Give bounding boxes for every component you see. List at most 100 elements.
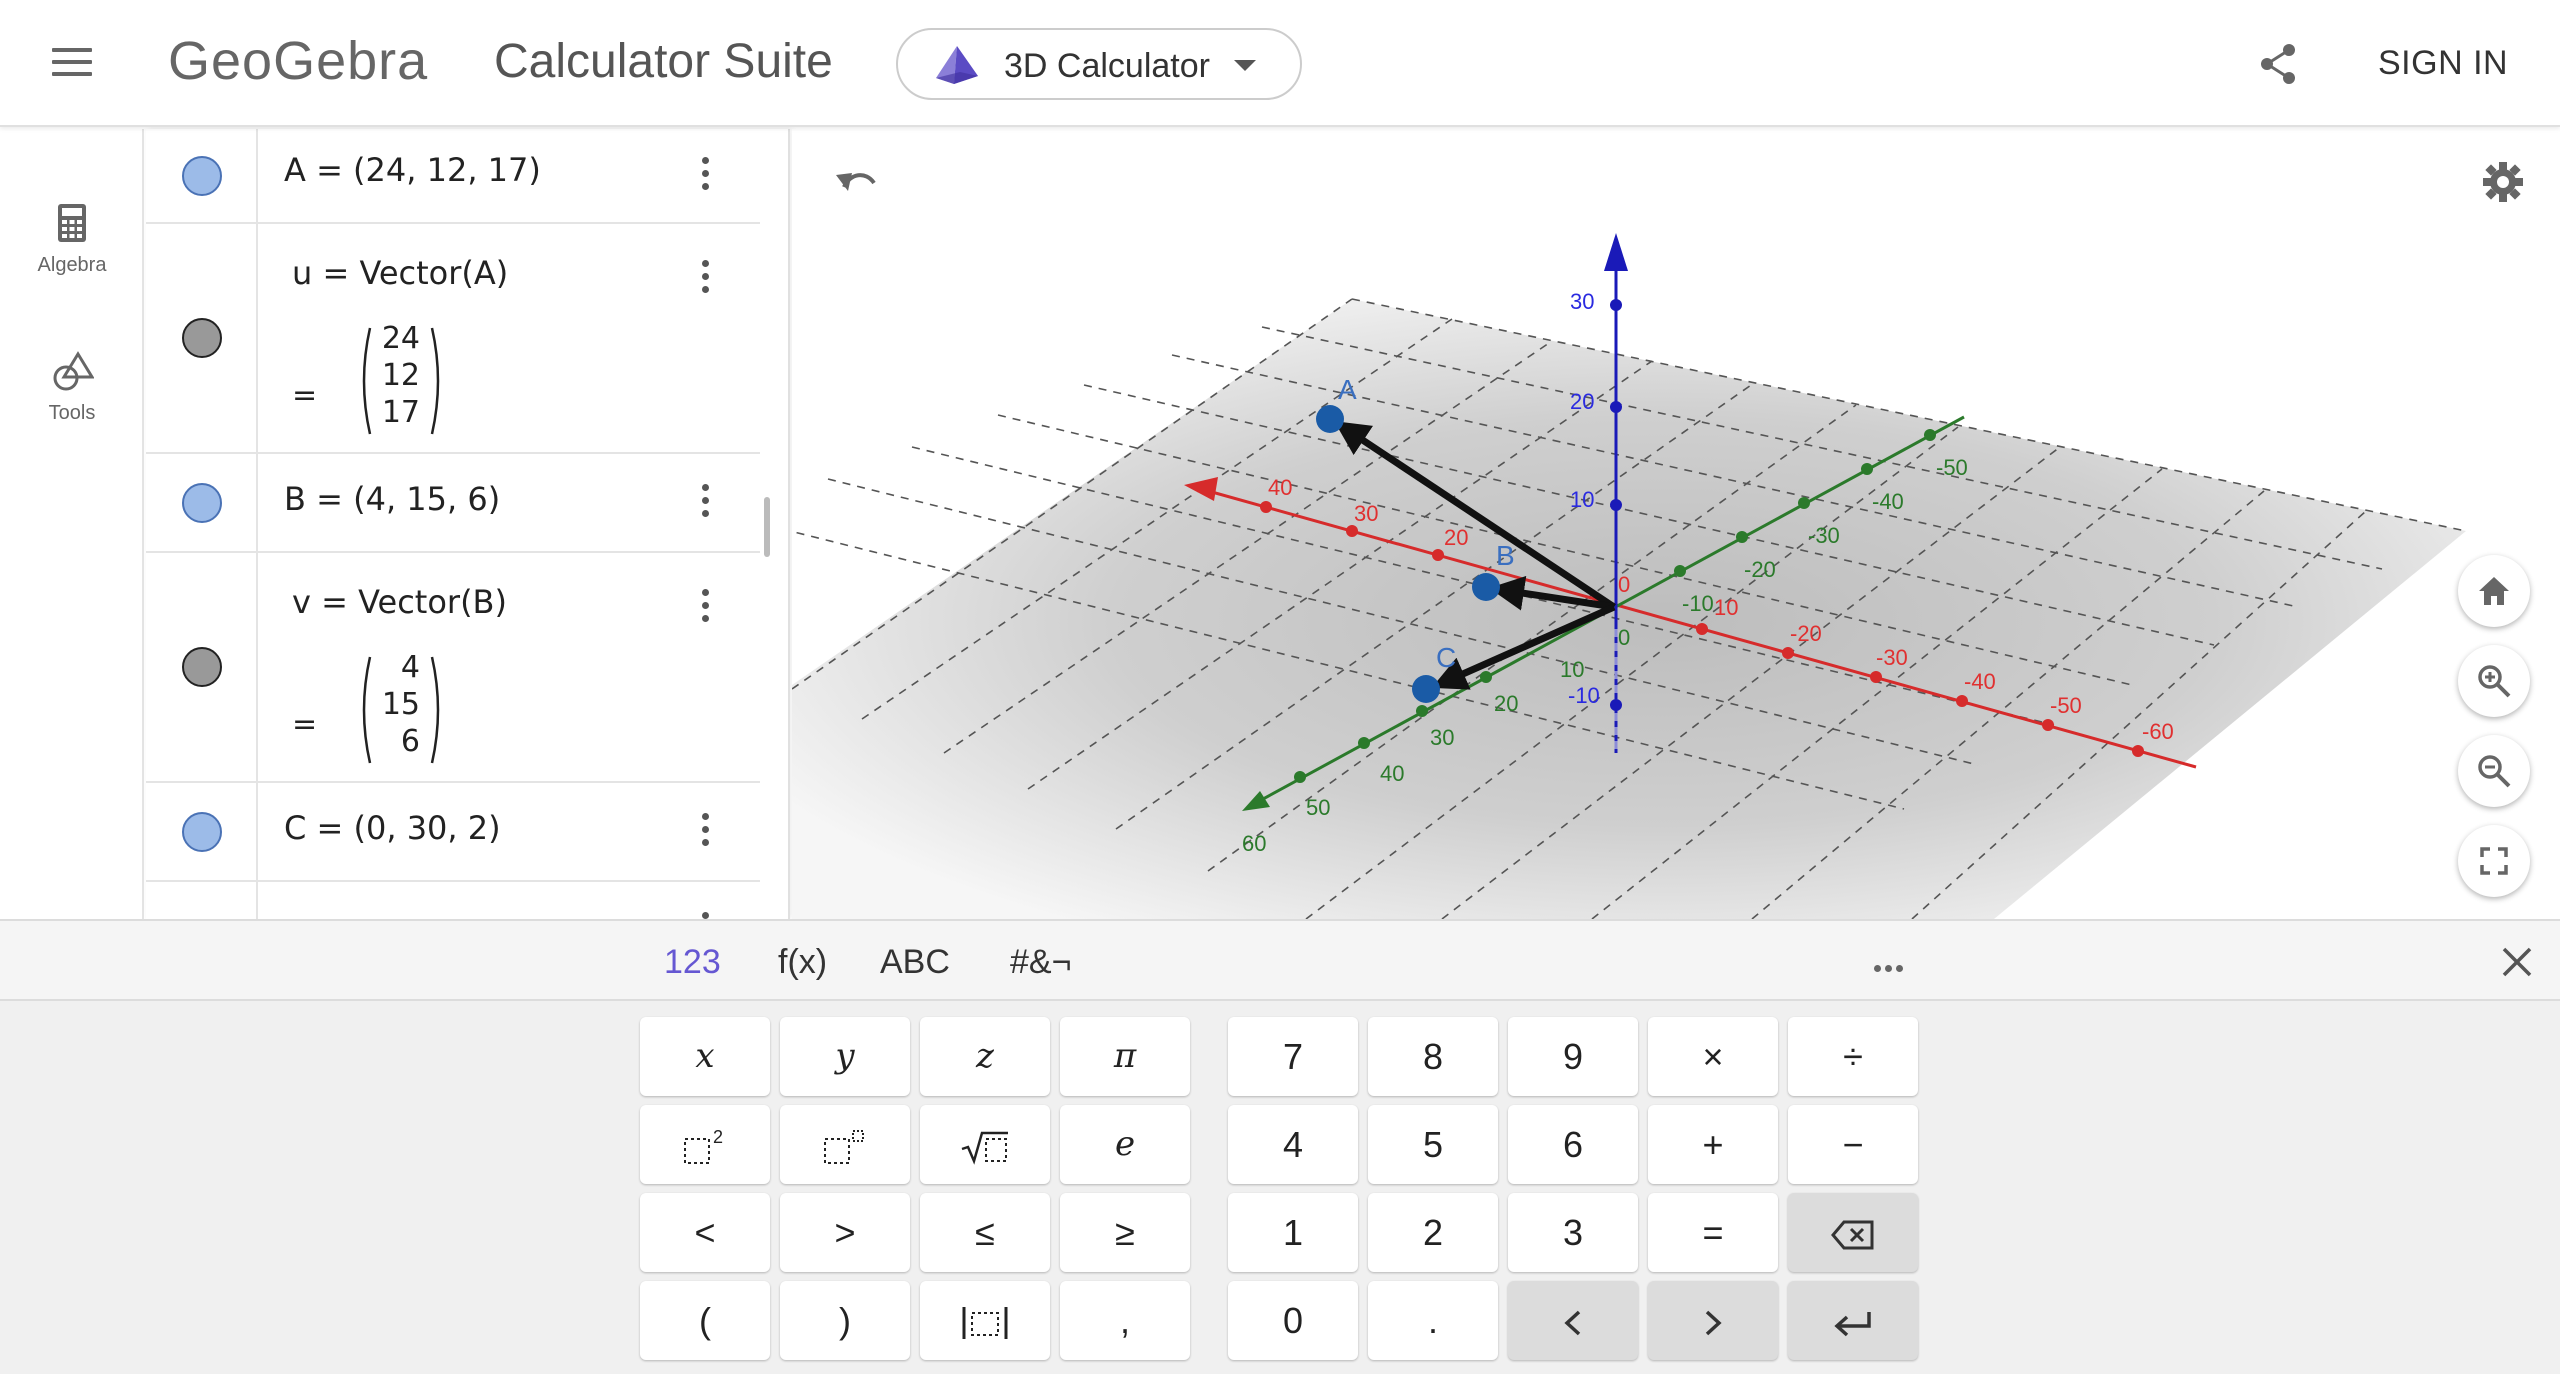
zoom-out-button[interactable] (2458, 735, 2530, 807)
svg-text:20: 20 (1494, 691, 1518, 716)
zoom-in-button[interactable] (2458, 645, 2530, 717)
more-options-icon[interactable] (702, 260, 714, 299)
key-equals[interactable]: = (1648, 1193, 1778, 1272)
key-abs[interactable] (920, 1281, 1050, 1360)
key-squared[interactable]: 2 (640, 1105, 770, 1184)
visibility-toggle-u[interactable] (182, 318, 222, 358)
menu-icon[interactable] (52, 48, 92, 80)
point-a[interactable] (1316, 405, 1344, 433)
sign-in-button[interactable]: SIGN IN (2378, 44, 2509, 82)
tab-abc[interactable]: ABC (880, 943, 950, 981)
undo-icon[interactable] (832, 165, 878, 195)
key-7[interactable]: 7 (1228, 1017, 1358, 1096)
key-6[interactable]: 6 (1508, 1105, 1638, 1184)
key-less-equal[interactable]: ≤ (920, 1193, 1050, 1272)
key-sqrt[interactable] (920, 1105, 1050, 1184)
visibility-toggle-c[interactable] (182, 812, 222, 852)
vector-w[interactable] (1431, 603, 1616, 690)
more-options-icon[interactable] (702, 912, 714, 919)
more-horizontal-icon[interactable] (1874, 959, 1907, 977)
more-options-icon[interactable] (702, 484, 714, 523)
algebra-expression[interactable]: B = (4, 15, 6) (284, 480, 501, 518)
zoom-out-icon (2478, 755, 2511, 788)
rail-item-algebra[interactable]: Algebra (0, 203, 144, 277)
chevron-left-icon (1564, 1311, 1581, 1336)
algebra-row-u[interactable]: u = Vector(A) = 24 12 17 (146, 224, 760, 454)
rail-item-tools[interactable]: Tools (0, 351, 144, 425)
algebra-input-row[interactable] (146, 882, 760, 919)
key-4[interactable]: 4 (1228, 1105, 1358, 1184)
key-right-arrow[interactable] (1648, 1281, 1778, 1360)
visibility-toggle-b[interactable] (182, 483, 222, 523)
key-1[interactable]: 1 (1228, 1193, 1358, 1272)
key-plus[interactable]: + (1648, 1105, 1778, 1184)
points[interactable]: A B C (1316, 374, 1515, 703)
algebra-row-b[interactable]: B = (4, 15, 6) (146, 454, 760, 553)
scrollbar[interactable] (764, 497, 770, 557)
key-3[interactable]: 3 (1508, 1193, 1638, 1272)
key-close-paren[interactable]: ) (780, 1281, 910, 1360)
key-power[interactable] (780, 1105, 910, 1184)
svg-text:-50: -50 (1936, 455, 1968, 480)
more-options-icon[interactable] (702, 157, 714, 196)
key-minus[interactable]: − (1788, 1105, 1918, 1184)
algebra-expression[interactable]: u = Vector(A) (292, 254, 509, 292)
algebra-expression[interactable]: C = (0, 30, 2) (284, 809, 501, 847)
side-rail: Algebra Tools (0, 129, 144, 919)
visibility-toggle-a[interactable] (182, 156, 222, 196)
key-greater-equal[interactable]: ≥ (1060, 1193, 1190, 1272)
3d-scene[interactable]: 40 30 20 10 -20 -30 -40 -50 -60 0 -50 -4… (792, 129, 2560, 919)
key-decimal[interactable]: . (1368, 1281, 1498, 1360)
algebra-expression[interactable]: A = (24, 12, 17) (284, 151, 541, 189)
vectors[interactable] (1334, 421, 1616, 690)
key-y[interactable]: y (780, 1017, 910, 1096)
abs-icon (962, 1307, 1008, 1340)
svg-text:10: 10 (1560, 657, 1584, 682)
z-axis (1604, 233, 1628, 753)
gear-icon[interactable] (2482, 161, 2524, 203)
key-e[interactable]: e (1060, 1105, 1190, 1184)
tab-123[interactable]: 123 (664, 943, 721, 981)
vector-u[interactable] (1334, 421, 1616, 610)
point-b[interactable] (1472, 573, 1500, 601)
home-button[interactable] (2458, 555, 2530, 627)
key-5[interactable]: 5 (1368, 1105, 1498, 1184)
svg-text:50: 50 (1306, 795, 1330, 820)
close-icon[interactable] (2500, 945, 2534, 979)
key-9[interactable]: 9 (1508, 1017, 1638, 1096)
visibility-toggle-v[interactable] (182, 647, 222, 687)
key-less-than[interactable]: < (640, 1193, 770, 1272)
key-enter[interactable] (1788, 1281, 1918, 1360)
key-backspace[interactable] (1788, 1193, 1918, 1272)
vector-v[interactable] (1489, 575, 1615, 611)
more-options-icon[interactable] (702, 589, 714, 628)
share-icon[interactable] (2258, 42, 2298, 86)
key-left-arrow[interactable] (1508, 1281, 1638, 1360)
point-c[interactable] (1412, 675, 1440, 703)
key-open-paren[interactable]: ( (640, 1281, 770, 1360)
key-8[interactable]: 8 (1368, 1017, 1498, 1096)
geogebra-logo[interactable]: GeoGebra (168, 31, 429, 91)
more-options-icon[interactable] (702, 813, 714, 852)
algebra-row-v[interactable]: v = Vector(B) = 4 15 6 (146, 553, 760, 783)
key-2[interactable]: 2 (1368, 1193, 1498, 1272)
algebra-row-c[interactable]: C = (0, 30, 2) (146, 783, 760, 882)
key-0[interactable]: 0 (1228, 1281, 1358, 1360)
key-x[interactable]: x (640, 1017, 770, 1096)
fullscreen-button[interactable] (2458, 825, 2530, 897)
key-multiply[interactable]: × (1648, 1017, 1778, 1096)
key-pi[interactable]: π (1060, 1017, 1190, 1096)
app-selector[interactable]: 3D Calculator (896, 28, 1302, 100)
algebra-view: A = (24, 12, 17) u = Vector(A) = 24 12 1… (146, 129, 790, 919)
tab-symbols[interactable]: #&¬ (1010, 943, 1072, 981)
algebra-row-a[interactable]: A = (24, 12, 17) (146, 129, 760, 224)
key-divide[interactable]: ÷ (1788, 1017, 1918, 1096)
keyboard-tabs: 123 f(x) ABC #&¬ (0, 919, 2560, 1001)
tab-functions[interactable]: f(x) (778, 943, 828, 981)
algebra-expression[interactable]: v = Vector(B) (292, 583, 507, 621)
key-z[interactable]: z (920, 1017, 1050, 1096)
key-greater-than[interactable]: > (780, 1193, 910, 1272)
rail-label-tools: Tools (48, 402, 96, 424)
graphics-3d-view[interactable]: 40 30 20 10 -20 -30 -40 -50 -60 0 -50 -4… (792, 129, 2560, 919)
key-comma[interactable]: , (1060, 1281, 1190, 1360)
